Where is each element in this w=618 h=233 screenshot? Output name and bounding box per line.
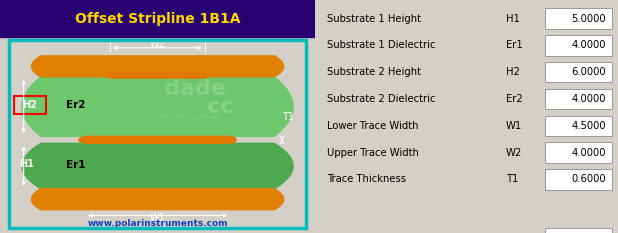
FancyBboxPatch shape — [545, 8, 612, 29]
Text: Er2: Er2 — [66, 100, 85, 110]
Polygon shape — [32, 189, 284, 210]
Text: Your best partner: Your best partner — [159, 113, 219, 120]
Text: 5.0000: 5.0000 — [571, 14, 606, 24]
Text: Substrate 1 Dielectric: Substrate 1 Dielectric — [328, 41, 436, 50]
Bar — [14, 96, 46, 114]
Text: W2: W2 — [506, 148, 522, 158]
FancyBboxPatch shape — [545, 35, 612, 56]
Text: H1: H1 — [19, 159, 34, 169]
Text: dade: dade — [164, 79, 226, 99]
Text: 4.0000: 4.0000 — [572, 94, 606, 104]
Text: cc: cc — [208, 97, 234, 117]
FancyBboxPatch shape — [545, 89, 612, 109]
Polygon shape — [79, 136, 236, 143]
Text: H2: H2 — [506, 67, 520, 77]
Polygon shape — [32, 56, 284, 77]
Text: Substrate 2 Height: Substrate 2 Height — [328, 67, 421, 77]
Text: 4.0000: 4.0000 — [572, 41, 606, 50]
Text: Er2: Er2 — [506, 94, 523, 104]
Text: T1: T1 — [282, 112, 294, 121]
FancyBboxPatch shape — [545, 62, 612, 82]
Bar — [9, 40, 306, 228]
Text: Substrate 2 Dielectric: Substrate 2 Dielectric — [328, 94, 436, 104]
FancyBboxPatch shape — [545, 142, 612, 163]
Text: Er1: Er1 — [506, 41, 523, 50]
Text: www.polarinstruments.com: www.polarinstruments.com — [87, 219, 228, 228]
Text: T1: T1 — [506, 175, 519, 184]
Polygon shape — [107, 73, 208, 78]
Text: 0.6000: 0.6000 — [571, 175, 606, 184]
Text: H2: H2 — [22, 100, 37, 110]
Text: 6.0000: 6.0000 — [571, 67, 606, 77]
Text: W1: W1 — [506, 121, 522, 131]
Text: W1: W1 — [150, 213, 166, 223]
Text: W2: W2 — [150, 39, 166, 49]
Polygon shape — [22, 77, 293, 136]
Text: Offset Stripline 1B1A: Offset Stripline 1B1A — [75, 12, 240, 26]
Text: H1: H1 — [506, 14, 520, 24]
Bar — [0, 0, 315, 37]
Text: Er1: Er1 — [66, 161, 85, 170]
Text: Lower Trace Width: Lower Trace Width — [328, 121, 419, 131]
Text: 4.0000: 4.0000 — [572, 148, 606, 158]
Text: Trace Thickness: Trace Thickness — [328, 175, 406, 184]
Text: Upper Trace Width: Upper Trace Width — [328, 148, 419, 158]
FancyBboxPatch shape — [545, 228, 612, 233]
FancyBboxPatch shape — [545, 169, 612, 190]
FancyBboxPatch shape — [545, 116, 612, 136]
Text: Substrate 1 Height: Substrate 1 Height — [328, 14, 421, 24]
Text: 4.5000: 4.5000 — [571, 121, 606, 131]
Polygon shape — [22, 143, 293, 189]
